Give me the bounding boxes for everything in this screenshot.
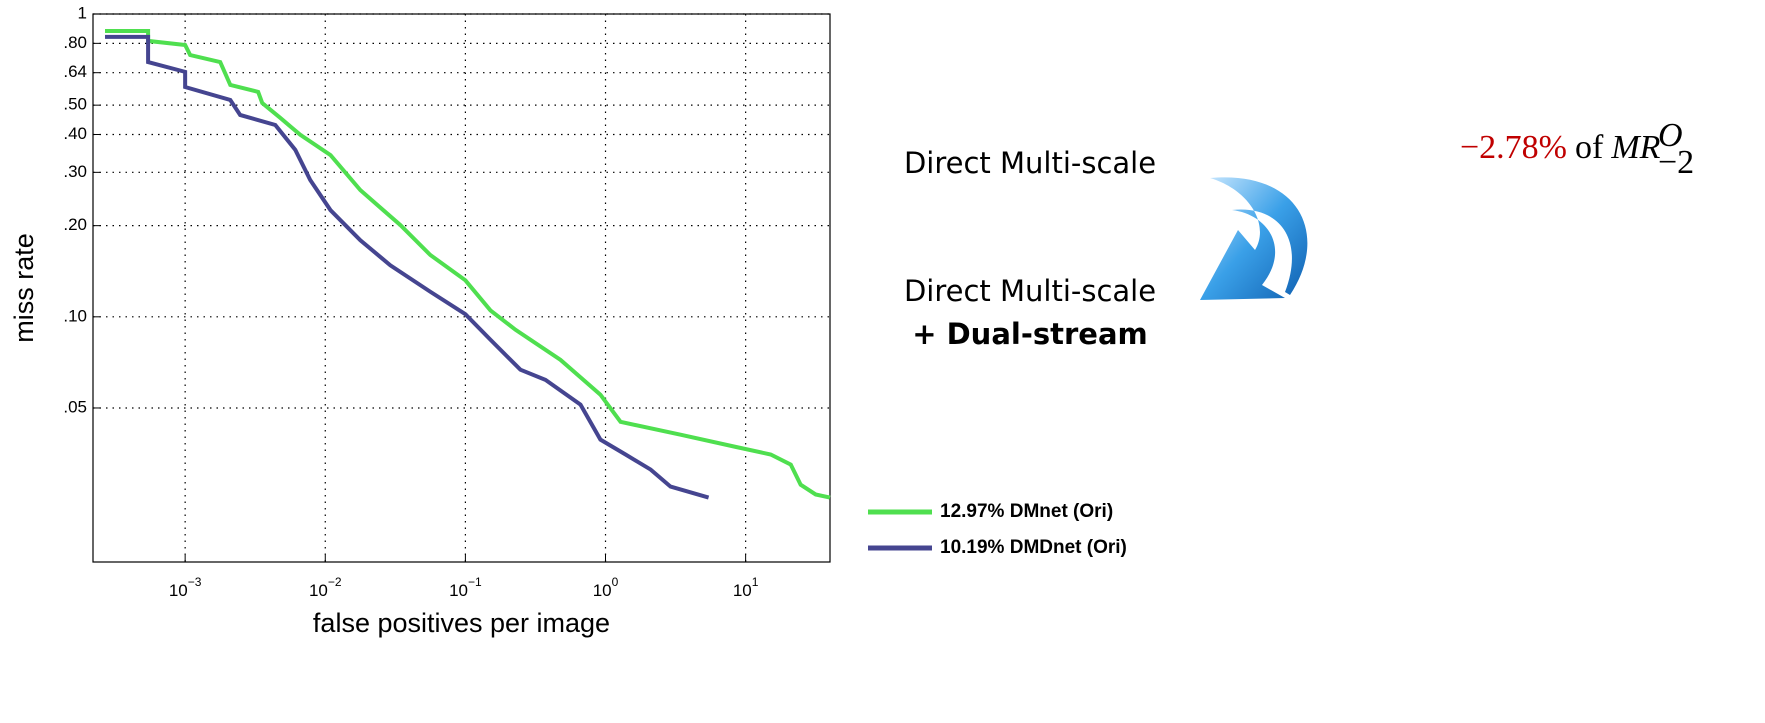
tick-exponent: −3 xyxy=(188,575,202,589)
tick-exponent: −1 xyxy=(468,575,482,589)
y-tick-label: .80 xyxy=(63,33,87,52)
tick-base: 10 xyxy=(449,581,468,600)
y-axis-label: miss rate xyxy=(9,233,39,343)
x-axis-label: false positives per image xyxy=(313,608,610,638)
x-tick-label: 10−3 xyxy=(169,575,202,600)
metric: MR xyxy=(1610,129,1660,166)
arrow xyxy=(1200,177,1308,300)
y-tick-label: .30 xyxy=(63,162,87,181)
x-tick-label: 10−2 xyxy=(309,575,342,600)
annotation-after-extra: + Dual-stream xyxy=(912,317,1148,351)
y-tick-label: .40 xyxy=(63,124,87,143)
y-tick-label: .64 xyxy=(63,62,87,81)
y-tick-label: 1 xyxy=(78,3,87,22)
x-tick-label: 101 xyxy=(733,575,759,600)
tick-exponent: 1 xyxy=(752,575,759,589)
y-tick-label: .10 xyxy=(63,306,87,325)
tick-exponent: 0 xyxy=(612,575,619,589)
y-tick-label: .50 xyxy=(63,95,87,114)
metric-sup: O xyxy=(1658,117,1683,154)
legend-label: 12.97% DMnet (Ori) xyxy=(940,501,1113,522)
annotation-before: Direct Multi-scale xyxy=(904,146,1156,180)
metric-sub: −2 xyxy=(1658,144,1694,181)
series-line xyxy=(105,34,710,500)
tick-base: 10 xyxy=(733,581,752,600)
x-tick-label: 10−1 xyxy=(449,575,482,600)
tick-exponent: −2 xyxy=(328,575,342,589)
legend-label: 10.19% DMDnet (Ori) xyxy=(940,537,1127,558)
annotation-delta: −2.78% of MR xyxy=(1460,129,1661,166)
delta: −2.78% xyxy=(1460,129,1567,166)
connector: of xyxy=(1575,129,1604,166)
y-tick-label: .20 xyxy=(63,215,87,234)
annotation-after: Direct Multi-scale xyxy=(904,274,1156,308)
tick-base: 10 xyxy=(593,581,612,600)
plot-frame xyxy=(92,13,831,563)
series-line xyxy=(105,28,831,500)
tick-base: 10 xyxy=(309,581,328,600)
tick-base: 10 xyxy=(169,581,188,600)
x-tick-label: 100 xyxy=(593,575,619,600)
y-tick-label: .05 xyxy=(63,397,87,416)
